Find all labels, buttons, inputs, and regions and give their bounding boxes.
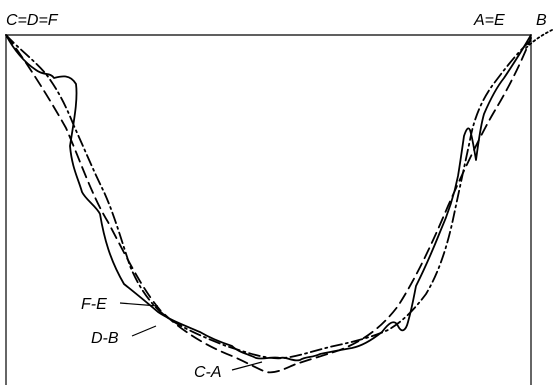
- curve-solid: [5, 34, 532, 362]
- label-fe: F-E: [81, 296, 107, 313]
- leader-ca: [231, 361, 263, 371]
- label-db: D-B: [91, 330, 119, 347]
- curve-dashdot: [5, 34, 532, 360]
- curve-dotted: [525, 29, 553, 49]
- label-top-right-ae: A=E: [473, 12, 505, 29]
- curve-dash: [5, 34, 532, 374]
- leader-db: [131, 325, 157, 337]
- diagram-frame: [5, 34, 532, 385]
- label-ca: C-A: [194, 364, 222, 381]
- label-top-right-b: B: [536, 12, 547, 29]
- label-top-left: C=D=F: [6, 12, 59, 29]
- leader-fe: [119, 302, 159, 307]
